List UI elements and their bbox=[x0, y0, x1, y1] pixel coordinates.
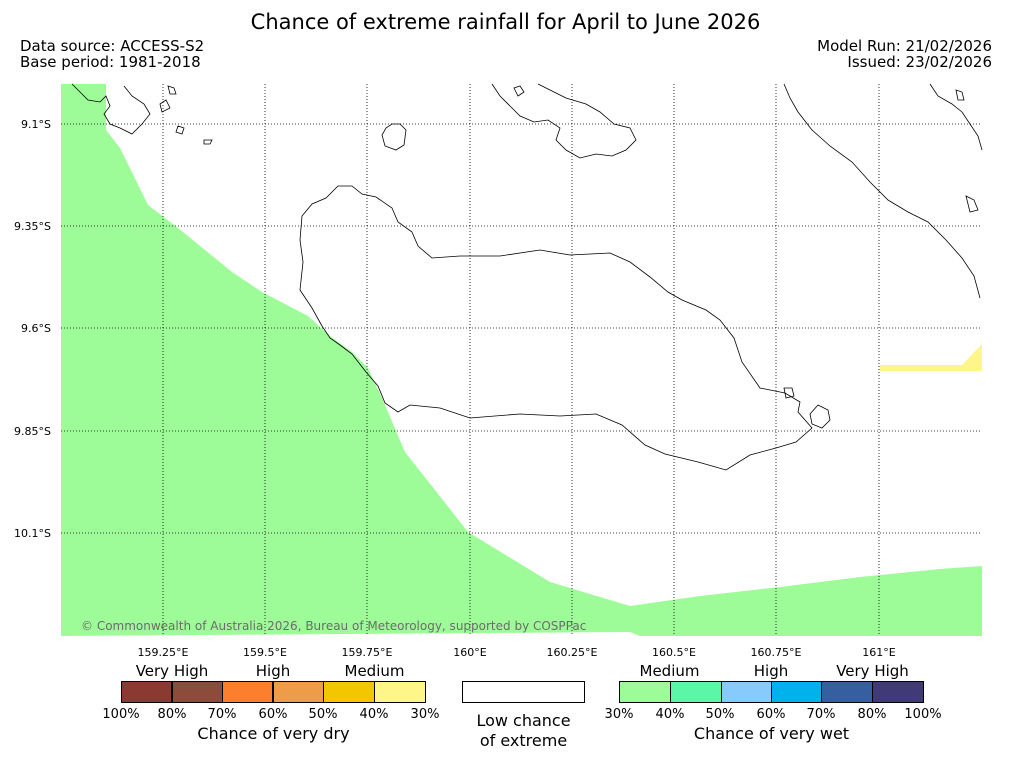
northwest-islet-coast bbox=[167, 85, 177, 95]
north-island-coast bbox=[491, 83, 637, 159]
dry-percent-label: 100% bbox=[102, 707, 140, 722]
very-dry-zone bbox=[880, 344, 982, 371]
wet-swatch bbox=[619, 681, 671, 703]
lon-label: 159.25°E bbox=[138, 646, 189, 659]
low-chance-caption-line2: of extreme bbox=[479, 731, 568, 750]
lon-labels: 159.25°E 159.5°E 159.75°E 160°E 160.25°E… bbox=[138, 646, 896, 659]
dry-swatch bbox=[374, 681, 426, 703]
lon-label: 159.5°E bbox=[243, 646, 287, 659]
lat-label: 9.6°S bbox=[21, 322, 51, 335]
northwest-islet-coast bbox=[159, 99, 171, 113]
north-islet-coast bbox=[513, 85, 525, 97]
lat-labels: 9.1°S 9.35°S 9.6°S 9.85°S 10.1°S bbox=[14, 118, 51, 540]
main-island-coast bbox=[299, 185, 813, 471]
northeast-islet-coast bbox=[955, 89, 965, 101]
dry-category-high: High bbox=[255, 662, 291, 680]
very-wet-zone bbox=[61, 84, 982, 636]
dry-percent-label: 70% bbox=[207, 707, 237, 722]
wet-percent-label: 30% bbox=[604, 707, 634, 722]
gridlines bbox=[61, 84, 982, 636]
wet-percent-label: 80% bbox=[857, 707, 887, 722]
lat-label: 9.85°S bbox=[14, 425, 51, 438]
northwest-islet-coast bbox=[175, 125, 185, 135]
dry-swatch bbox=[172, 681, 223, 703]
dry-swatch bbox=[222, 681, 273, 703]
dry-percent-label: 80% bbox=[157, 707, 187, 722]
northwest-islet-coast bbox=[203, 139, 213, 145]
wet-category-very-high: Very High bbox=[836, 662, 909, 680]
coastlines bbox=[71, 83, 983, 471]
lat-label: 10.1°S bbox=[14, 527, 51, 540]
wet-category-high: High bbox=[753, 662, 789, 680]
dry-percent-label: 30% bbox=[410, 707, 440, 722]
base-period: Base period: 1981-2018 bbox=[20, 53, 201, 71]
dry-percent-label: 40% bbox=[359, 707, 389, 722]
northeast-island-coast bbox=[929, 83, 983, 151]
dry-percent-label: 50% bbox=[308, 707, 338, 722]
northwest-island-coast bbox=[71, 83, 151, 135]
model-run: Model Run: 21/02/2026 bbox=[817, 37, 992, 55]
northeast-island-coast bbox=[783, 83, 981, 299]
data-source: Data source: ACCESS-S2 bbox=[20, 37, 205, 55]
small-island-coast bbox=[381, 123, 407, 151]
lon-label: 160.25°E bbox=[547, 646, 598, 659]
dry-percent-label: 60% bbox=[258, 707, 288, 722]
dry-category-very-high: Very High bbox=[135, 662, 209, 680]
lat-label: 9.1°S bbox=[21, 118, 51, 131]
wet-swatch bbox=[721, 681, 772, 703]
low-chance-swatch bbox=[462, 681, 585, 703]
lon-label: 161°E bbox=[862, 646, 895, 659]
wet-percent-label: 70% bbox=[806, 707, 836, 722]
east-islet-coast bbox=[809, 404, 831, 429]
wet-swatch bbox=[872, 681, 924, 703]
wet-swatch bbox=[771, 681, 822, 703]
dry-swatch bbox=[273, 681, 324, 703]
low-chance-caption-line1: Low chance bbox=[476, 711, 571, 730]
east-islet-coast bbox=[783, 387, 795, 399]
lat-label: 9.35°S bbox=[14, 220, 51, 233]
copyright-notice: © Commonwealth of Australia 2026, Bureau… bbox=[81, 619, 586, 633]
dry-legend-caption: Chance of very dry bbox=[197, 724, 350, 743]
wet-percent-label: 40% bbox=[655, 707, 685, 722]
lon-label: 160°E bbox=[453, 646, 486, 659]
dry-swatch bbox=[121, 681, 172, 703]
issued-date: Issued: 23/02/2026 bbox=[847, 53, 992, 71]
lon-label: 160.75°E bbox=[751, 646, 802, 659]
northeast-islet-coast bbox=[965, 195, 979, 213]
dry-category-medium: Medium bbox=[344, 662, 405, 680]
wet-percent-label: 100% bbox=[904, 707, 942, 722]
map-title: Chance of extreme rainfall for April to … bbox=[250, 10, 761, 34]
wet-percent-label: 60% bbox=[756, 707, 786, 722]
wet-swatch bbox=[670, 681, 722, 703]
dry-swatch bbox=[323, 681, 375, 703]
wet-percent-label: 50% bbox=[705, 707, 735, 722]
lon-label: 160.5°E bbox=[652, 646, 696, 659]
wet-category-medium: Medium bbox=[639, 662, 700, 680]
wet-legend-caption: Chance of very wet bbox=[693, 724, 850, 743]
lon-label: 159.75°E bbox=[342, 646, 393, 659]
wet-swatch bbox=[821, 681, 873, 703]
